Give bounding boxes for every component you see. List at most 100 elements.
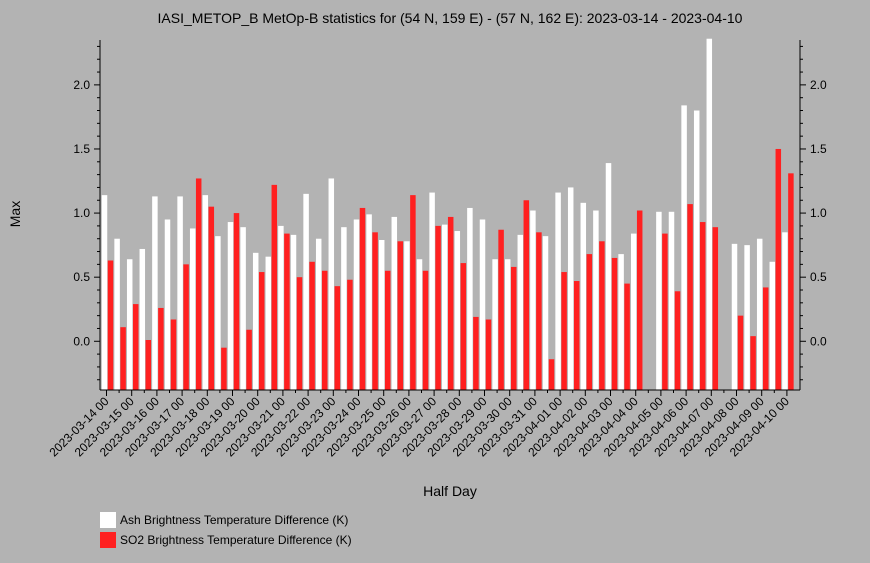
- ash-bar: [278, 225, 284, 390]
- so2-bar: [246, 329, 252, 390]
- y-tick-label-left: 1.5: [73, 142, 90, 156]
- legend-swatch-ash: [100, 512, 116, 528]
- so2-bar: [447, 216, 454, 390]
- ash-bar: [454, 231, 461, 390]
- so2-bar: [271, 184, 278, 390]
- y-tick-label-left: 0.0: [73, 334, 90, 348]
- ash-bar: [315, 238, 322, 390]
- ash-bar: [341, 227, 347, 390]
- so2-bar: [473, 316, 479, 390]
- so2-bar: [762, 287, 769, 390]
- so2-bar: [183, 264, 189, 390]
- so2-bar: [334, 286, 341, 390]
- so2-bar: [485, 319, 492, 390]
- so2-bar: [208, 206, 215, 390]
- ash-bar: [290, 234, 297, 390]
- ash-bar: [177, 196, 183, 390]
- y-tick-label-left: 1.0: [73, 206, 90, 220]
- legend-swatch-so2: [100, 532, 116, 548]
- so2-bar: [737, 315, 744, 390]
- so2-bar: [460, 263, 467, 390]
- ash-bar: [366, 214, 372, 390]
- so2-bar: [712, 227, 719, 390]
- y-tick-label-right: 1.5: [810, 142, 827, 156]
- ash-bar: [303, 193, 309, 390]
- ash-bar: [404, 241, 410, 390]
- ash-bar: [114, 238, 120, 390]
- ash-bar: [328, 178, 335, 390]
- so2-bar: [195, 178, 202, 390]
- ash-bar: [769, 261, 776, 390]
- ash-bar: [567, 187, 574, 390]
- ash-bar: [542, 236, 549, 390]
- ash-bar: [668, 211, 675, 390]
- ash-bar: [555, 192, 561, 390]
- so2-bar: [699, 222, 706, 390]
- so2-bar: [498, 229, 504, 390]
- so2-bar: [536, 232, 542, 390]
- so2-bar: [435, 225, 441, 390]
- y-tick-label-right: 1.0: [810, 206, 827, 220]
- ash-bar: [530, 210, 536, 390]
- ash-bar: [429, 192, 435, 390]
- legend-label-so2: SO2 Brightness Temperature Difference (K…: [120, 533, 352, 547]
- ash-bar: [731, 243, 738, 390]
- so2-bar: [611, 257, 618, 390]
- so2-bar: [309, 261, 315, 390]
- so2-bar: [750, 336, 756, 390]
- so2-bar: [221, 347, 227, 390]
- ash-bar: [240, 227, 246, 390]
- ash-bar: [492, 259, 498, 390]
- ash-bar: [126, 259, 133, 390]
- ash-bar: [517, 234, 524, 390]
- so2-bar: [636, 210, 643, 390]
- ash-bar: [706, 38, 713, 390]
- ash-bar: [630, 233, 637, 390]
- so2-bar: [359, 207, 366, 390]
- so2-bar: [170, 319, 177, 390]
- ash-bar: [618, 254, 624, 390]
- ash-bar: [215, 236, 221, 390]
- ash-bar: [441, 224, 448, 390]
- so2-bar: [775, 148, 782, 390]
- so2-bar: [384, 270, 391, 390]
- so2-bar: [548, 359, 555, 390]
- ash-bar: [467, 207, 473, 390]
- ash-bar: [656, 211, 662, 390]
- ash-bar: [152, 196, 158, 390]
- so2-bar: [397, 241, 404, 390]
- y-tick-label-right: 0.5: [810, 270, 827, 284]
- so2-bar: [788, 173, 794, 390]
- so2-bar: [158, 307, 164, 390]
- ash-bar: [353, 219, 360, 390]
- so2-bar: [258, 272, 265, 390]
- so2-bar: [410, 195, 416, 390]
- so2-bar: [561, 272, 567, 390]
- ash-bar: [756, 238, 763, 390]
- ash-bar: [101, 195, 108, 390]
- ash-bar: [139, 248, 146, 390]
- chart-title: IASI_METOP_B MetOp-B statistics for (54 …: [158, 10, 743, 26]
- so2-bar: [662, 233, 668, 390]
- so2-bar: [132, 304, 139, 390]
- so2-bar: [523, 200, 530, 390]
- so2-bar: [233, 213, 240, 390]
- ash-bar: [189, 228, 196, 390]
- so2-bar: [510, 266, 517, 390]
- ash-bar: [164, 219, 171, 390]
- legend-label-ash: Ash Brightness Temperature Difference (K…: [120, 513, 349, 527]
- y-tick-label-right: 0.0: [810, 334, 827, 348]
- so2-bar: [674, 291, 681, 390]
- ash-bar: [416, 259, 423, 390]
- plot-area: 0.0 0.00.5 0.51.0 1.01.5 1.52.0 2.02023-03-14…: [47, 38, 827, 459]
- y-axis-label: Max: [7, 201, 23, 227]
- ash-bar: [580, 202, 587, 390]
- ash-bar: [782, 232, 788, 390]
- so2-bar: [120, 327, 126, 390]
- ash-bar: [693, 110, 700, 390]
- legend-item-ash: Ash Brightness Temperature Difference (K…: [100, 511, 348, 529]
- so2-bar: [573, 281, 580, 390]
- so2-bar: [284, 233, 290, 390]
- y-tick-label-left: 0.5: [73, 270, 90, 284]
